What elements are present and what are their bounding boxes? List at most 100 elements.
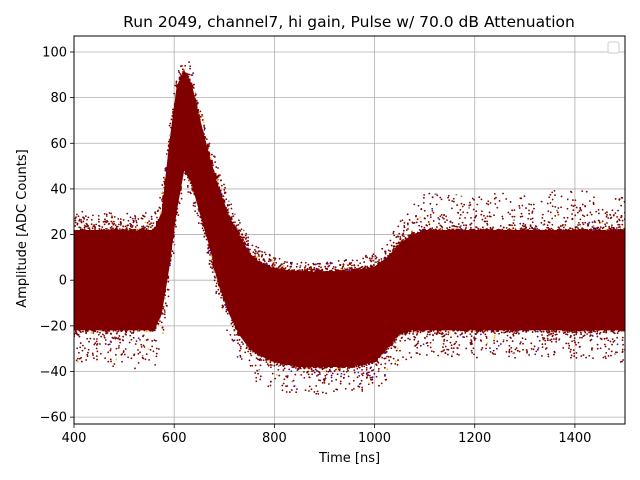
data-point: [122, 351, 125, 353]
data-point: [487, 200, 490, 203]
data-point: [450, 344, 453, 347]
data-point: [432, 228, 435, 231]
data-point: [164, 294, 167, 297]
data-point: [606, 214, 608, 216]
data-point: [511, 215, 514, 218]
data-point: [416, 218, 419, 221]
data-point: [390, 362, 393, 365]
data-point: [384, 357, 387, 360]
data-point: [129, 334, 132, 337]
data-point: [288, 391, 291, 393]
data-point: [193, 83, 195, 86]
data-point: [447, 194, 450, 197]
data-point: [341, 366, 344, 369]
data-point: [192, 204, 195, 207]
data-point: [180, 187, 182, 190]
data-point: [481, 330, 484, 333]
data-point: [614, 353, 616, 356]
data-point: [127, 219, 130, 222]
data-point: [273, 364, 276, 367]
data-point: [314, 368, 317, 371]
data-point: [393, 234, 396, 237]
data-point: [266, 363, 269, 366]
data-point: [447, 348, 450, 351]
data-point: [556, 211, 559, 214]
data-point: [361, 388, 364, 391]
data-point: [426, 344, 429, 347]
data-point: [461, 229, 464, 231]
data-point: [365, 368, 368, 371]
data-point: [573, 329, 576, 332]
data-point: [356, 367, 359, 370]
data-point: [198, 209, 200, 212]
data-point: [171, 250, 174, 253]
data-point: [283, 378, 286, 381]
data-point: [454, 332, 456, 334]
data-point: [307, 373, 310, 376]
data-point: [318, 373, 321, 376]
data-point: [493, 337, 496, 339]
data-point: [546, 224, 549, 227]
data-point: [183, 68, 186, 71]
data-point: [230, 218, 233, 221]
data-point: [486, 342, 488, 345]
data-point: [469, 333, 472, 335]
data-point: [294, 373, 297, 376]
data-point: [494, 203, 497, 205]
data-point: [227, 211, 230, 214]
data-point: [553, 353, 555, 356]
data-point: [211, 153, 213, 156]
data-point: [470, 216, 472, 219]
data-point: [331, 380, 333, 382]
data-point: [233, 334, 236, 336]
data-point: [371, 369, 373, 372]
data-point: [95, 340, 98, 343]
data-point: [542, 330, 545, 333]
data-point: [484, 333, 487, 336]
data-point: [159, 196, 161, 199]
data-point: [531, 212, 534, 214]
data-point: [566, 198, 569, 201]
data-point: [137, 349, 139, 351]
data-point: [531, 221, 534, 224]
data-point: [419, 329, 422, 332]
data-point: [332, 265, 335, 268]
data-point: [531, 331, 534, 333]
data-point: [189, 67, 191, 70]
data-point: [232, 215, 235, 218]
data-point: [547, 353, 550, 356]
data-point: [370, 257, 373, 260]
data-point: [534, 330, 537, 333]
data-point: [581, 221, 584, 224]
data-point: [443, 340, 445, 342]
data-point: [509, 213, 511, 216]
data-point: [312, 366, 315, 369]
data-point: [107, 329, 110, 332]
data-point: [177, 214, 180, 217]
data-point: [175, 80, 178, 83]
data-point: [429, 346, 432, 349]
data-point: [407, 234, 410, 237]
data-point: [115, 332, 118, 335]
data-point: [492, 330, 495, 333]
grid-lines: [73, 36, 625, 424]
data-point: [428, 192, 431, 195]
data-point: [76, 360, 79, 363]
data-point: [201, 227, 204, 230]
data-point: [585, 356, 588, 359]
data-point: [131, 224, 134, 227]
data-point: [351, 389, 353, 391]
data-point: [594, 228, 597, 231]
data-point: [240, 358, 243, 360]
data-point: [239, 230, 242, 232]
data-point: [105, 215, 108, 217]
data-point: [76, 357, 79, 360]
data-point: [526, 351, 528, 354]
data-point: [450, 207, 453, 210]
data-point: [446, 227, 449, 229]
data-point: [169, 264, 171, 267]
data-point: [600, 338, 603, 341]
data-point: [325, 373, 328, 376]
data-point: [491, 329, 494, 332]
data-point: [126, 224, 129, 227]
